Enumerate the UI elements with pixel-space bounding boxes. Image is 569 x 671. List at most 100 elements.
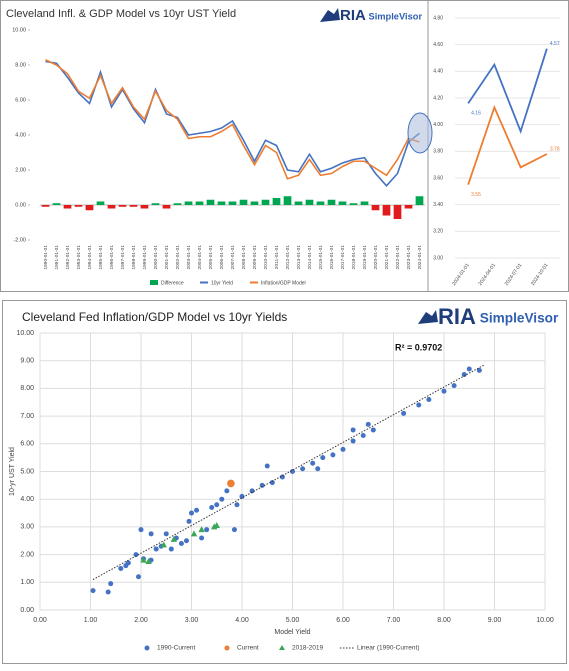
point xyxy=(227,479,235,488)
y-tick-label: 2.00 xyxy=(20,551,34,558)
bar xyxy=(173,203,182,205)
x-tick-label: 2023-01-01 xyxy=(406,245,412,270)
x-tick-label: 2010-01-01 xyxy=(263,245,269,270)
x-tick-label: 2021-01-01 xyxy=(384,245,390,270)
legend-label: Difference xyxy=(161,280,184,286)
bottom-panel xyxy=(2,300,567,664)
legend-swatch xyxy=(150,280,158,285)
legend-swatch xyxy=(144,645,150,651)
bar xyxy=(294,201,303,205)
x-tick-label: 1995-01-01 xyxy=(98,245,104,270)
data-label: 3.78 xyxy=(550,146,560,152)
bar xyxy=(305,199,314,205)
y-tick-label: 3.60 xyxy=(433,175,443,181)
x-tick-label: 1.00 xyxy=(84,617,98,624)
x-tick-label: 2018-01-01 xyxy=(351,245,357,270)
x-tick-label: 2015-01-01 xyxy=(318,245,324,270)
bar xyxy=(382,205,391,216)
bar xyxy=(96,201,105,205)
point xyxy=(135,574,141,580)
point xyxy=(168,546,174,552)
point xyxy=(219,496,225,502)
x-tick-label: 2000-01-01 xyxy=(153,245,159,270)
series-line xyxy=(467,48,548,135)
logo-eagle xyxy=(418,310,438,324)
point xyxy=(300,466,306,472)
y-tick-label: 5.00 xyxy=(20,468,34,475)
legend-label: 10yr Yield xyxy=(211,280,233,286)
y-tick-label: 8.00 xyxy=(15,62,26,68)
point xyxy=(269,480,275,486)
bar xyxy=(338,201,347,205)
point xyxy=(199,535,205,541)
point xyxy=(350,427,356,433)
y-tick-label: 6.00 xyxy=(20,441,34,448)
y-tick-label: 3.20 xyxy=(433,229,443,235)
chart-title: Cleveland Fed Inflation/GDP Model vs 10y… xyxy=(22,310,287,324)
y-axis-label: 10-yr UST Yield xyxy=(9,447,16,496)
bar xyxy=(63,205,72,209)
y-tick-label: 3.40 xyxy=(433,202,443,208)
point xyxy=(145,558,152,565)
bar xyxy=(206,199,215,205)
top-panel xyxy=(0,0,569,292)
point xyxy=(259,482,265,488)
y-tick-label: -2.00 xyxy=(13,237,26,243)
point xyxy=(466,366,472,372)
point xyxy=(441,388,447,394)
y-tick-label: 3.00 xyxy=(433,255,443,261)
bar xyxy=(107,205,116,209)
y-tick-label: 0.00 xyxy=(20,607,34,614)
point xyxy=(118,565,124,571)
bar xyxy=(151,203,160,205)
highlight-ellipse xyxy=(407,112,433,154)
point xyxy=(153,546,159,552)
logo-product: SimpleVisor xyxy=(369,11,423,21)
point xyxy=(189,510,194,516)
point xyxy=(231,527,237,533)
x-tick-label: 2020-01-01 xyxy=(373,245,379,270)
y-tick-label: 4.00 xyxy=(433,122,443,128)
x-tick-label: 7.00 xyxy=(387,617,401,624)
x-tick-label: 1994-01-01 xyxy=(87,245,93,270)
point xyxy=(426,396,432,402)
point xyxy=(108,581,114,587)
x-tick-label: 2003-01-01 xyxy=(186,245,192,270)
trend-line xyxy=(92,364,485,580)
point xyxy=(401,410,407,416)
x-tick-label: 2016-01-01 xyxy=(329,245,335,270)
y-tick-label: 4.40 xyxy=(433,69,443,75)
y-tick-label: 3.00 xyxy=(20,524,34,531)
y-tick-label: 8.00 xyxy=(20,385,34,392)
point xyxy=(198,526,205,533)
point xyxy=(330,452,336,458)
point xyxy=(170,535,178,542)
point xyxy=(370,427,376,433)
bar xyxy=(404,205,413,209)
data-label: 4.57 xyxy=(550,41,560,47)
point xyxy=(360,432,366,438)
bar xyxy=(217,201,226,205)
point xyxy=(224,488,230,494)
x-tick-label: 1996-01-01 xyxy=(109,245,115,270)
bar xyxy=(195,201,204,205)
point xyxy=(350,438,356,444)
x-axis-label: Model Yield xyxy=(274,629,310,636)
legend-label: Current xyxy=(237,645,259,652)
x-tick-label: 1997-01-01 xyxy=(120,245,126,270)
x-tick-label: 2002-01-01 xyxy=(175,245,181,270)
bar xyxy=(371,205,380,211)
point xyxy=(186,518,192,524)
point xyxy=(310,460,316,466)
y-tick-label: 10.00 xyxy=(12,27,26,33)
y-tick-label: 3.80 xyxy=(433,149,443,155)
bar xyxy=(239,199,248,205)
point xyxy=(451,383,457,389)
point xyxy=(209,505,215,511)
point xyxy=(194,507,200,513)
point xyxy=(365,421,371,427)
y-tick-label: 4.20 xyxy=(433,95,443,101)
bar xyxy=(316,201,325,205)
x-tick-label: 2024-01-01 xyxy=(417,245,423,270)
x-tick-label: 1990-01-01 xyxy=(43,245,49,270)
